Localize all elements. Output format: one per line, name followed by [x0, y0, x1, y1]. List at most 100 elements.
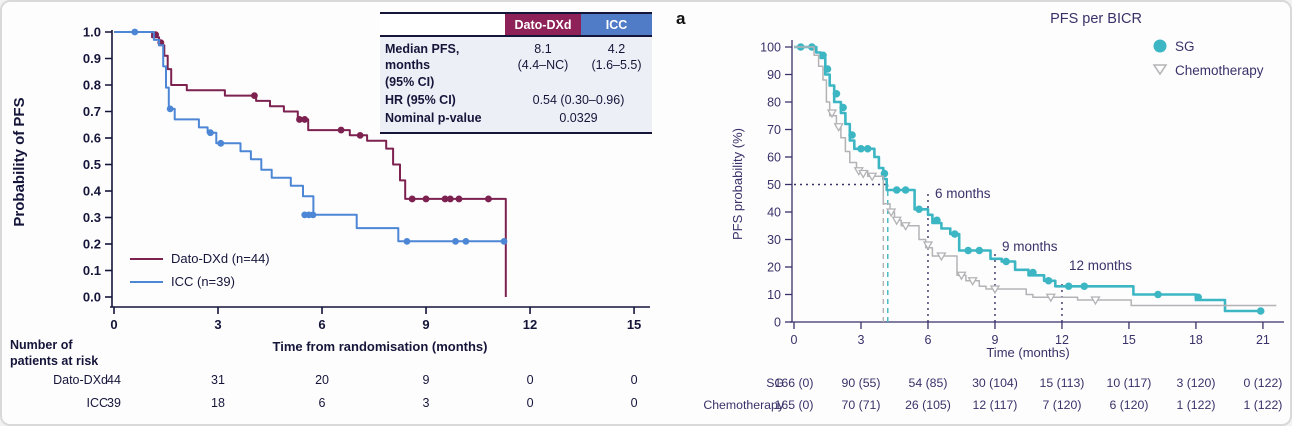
censor-mark: [1090, 296, 1101, 306]
at-risk-value: 6 (120): [1109, 398, 1148, 412]
median-pfs-dato-value: 8.1 (4.4–NC): [505, 41, 581, 90]
y-tick-label: 40: [767, 205, 781, 219]
right-y-axis-label: PFS probability (%): [730, 128, 745, 240]
censor-mark: [356, 131, 364, 139]
censor-mark: [826, 109, 838, 119]
right-legend: SG Chemotherapy: [1152, 39, 1264, 78]
annotation-6-months: 6 months: [935, 186, 991, 201]
y-tick-label: 10: [767, 288, 781, 302]
censor-mark: [1044, 276, 1053, 285]
at-risk-value: 0: [631, 373, 638, 387]
censor-mark: [901, 186, 910, 194]
censor-mark: [1194, 293, 1202, 302]
at-risk-row-label: ICC: [86, 396, 108, 410]
y-tick-label: 90: [767, 68, 781, 82]
censor-mark: [485, 195, 492, 203]
censor-mark: [915, 205, 923, 214]
censor-mark: [309, 211, 317, 219]
right-x-axis-label: Time (months): [986, 345, 1069, 360]
censor-mark: [956, 271, 967, 281]
censor-mark: [839, 103, 847, 112]
legend-sg-marker: [1153, 39, 1167, 53]
censor-mark: [408, 195, 416, 203]
censor-mark: [858, 169, 869, 179]
censor-mark: [950, 230, 959, 238]
censor-mark: [1154, 290, 1162, 299]
p-value-label: Nominal p-value: [385, 111, 482, 125]
censor-mark: [1045, 293, 1056, 303]
censor-mark: [131, 28, 139, 36]
at-risk-value: 15 (113): [1040, 376, 1085, 390]
censor-mark: [975, 246, 984, 255]
y-tick-label: 0.8: [83, 77, 101, 92]
p-value: 0.0329: [559, 111, 598, 125]
median-dato-ci: (4.4–NC): [517, 58, 569, 73]
at-risk-value: 9: [423, 373, 430, 387]
y-tick-label: 0.7: [83, 104, 101, 119]
x-tick-label: 0: [791, 333, 798, 347]
median-dato: 8.1: [534, 42, 552, 56]
at-risk-value: 165 (0): [775, 398, 814, 412]
at-risk-value: 1 (122): [1176, 398, 1215, 412]
at-risk-value: 39: [107, 396, 121, 410]
censor-mark: [301, 116, 309, 123]
y-tick-label: 60: [767, 150, 781, 164]
censor-mark: [166, 105, 174, 113]
y-tick-label: 80: [767, 95, 781, 109]
censor-mark: [1064, 282, 1073, 291]
at-risk-value: 70 (71): [842, 398, 881, 412]
x-tick-label: 3: [858, 333, 865, 347]
left-at-risk-title-line2: patients at risk: [10, 354, 98, 368]
censor-mark: [251, 92, 258, 99]
at-risk-value: 3: [423, 396, 430, 410]
censor-mark: [863, 144, 872, 153]
censor-mark: [1002, 257, 1010, 266]
legend-icc-label: ICC (n=39): [171, 274, 235, 289]
censor-mark: [857, 144, 865, 153]
at-risk-row-label: SG: [766, 376, 784, 390]
median-icc: 4.2: [607, 42, 626, 56]
censor-mark: [880, 169, 889, 178]
right-km-panel: a PFS per BICR SG Chemotherapy PFS proba…: [662, 2, 1290, 424]
median-pfs-label-line2: (95% CI): [385, 74, 435, 89]
censor-mark: [500, 237, 508, 245]
x-tick-label: 21: [1256, 333, 1270, 347]
at-risk-value: 6: [319, 396, 326, 410]
km-curve-ICC (n=39): [114, 31, 506, 243]
left-legend: Dato-DXd (n=44) ICC (n=39): [130, 251, 270, 289]
stats-header-dato: Dato-DXd: [505, 14, 581, 35]
y-tick-label: 0.0: [83, 289, 101, 304]
censor-mark: [967, 277, 978, 287]
censor-mark: [933, 216, 941, 225]
stats-table: Dato-DXd ICC Median PFS, months (95% CI)…: [380, 12, 652, 135]
at-risk-row-label: Dato-DXd: [53, 373, 108, 387]
at-risk-value: 7 (120): [1042, 398, 1081, 412]
censor-mark: [867, 172, 878, 182]
median-pfs-icc-value: 4.2 (1.6–5.5): [581, 41, 652, 90]
left-km-panel: Probability of PFS Time from randomisati…: [2, 2, 662, 424]
at-risk-value: 26 (105): [905, 398, 951, 412]
censor-mark: [441, 195, 449, 203]
km-curve-Chemotherapy: [794, 46, 1277, 307]
legend-chemo-marker: [1152, 64, 1168, 76]
x-tick-label: 6: [318, 317, 325, 332]
y-tick-label: 20: [767, 260, 781, 274]
right-chart-title: PFS per BICR: [1050, 11, 1142, 27]
x-tick-label: 0: [110, 317, 117, 332]
right-km-chart: a PFS per BICR SG Chemotherapy PFS proba…: [676, 9, 1284, 412]
censor-mark: [922, 241, 934, 251]
y-tick-label: 0.5: [83, 157, 101, 172]
y-tick-label: 0.4: [83, 183, 102, 198]
stats-table-header: Dato-DXd ICC: [380, 14, 652, 37]
censor-mark: [936, 252, 947, 262]
censor-mark: [452, 237, 459, 245]
censor-mark: [403, 237, 411, 245]
x-tick-label: 6: [925, 333, 932, 347]
x-tick-label: 15: [1122, 333, 1136, 347]
x-tick-label: 15: [627, 317, 641, 332]
left-x-axis-label: Time from randomisation (months): [273, 339, 488, 354]
censor-mark: [900, 222, 911, 232]
x-tick-label: 12: [523, 317, 537, 332]
stats-row-hr: HR (95% CI) 0.54 (0.30–0.96): [380, 91, 652, 109]
